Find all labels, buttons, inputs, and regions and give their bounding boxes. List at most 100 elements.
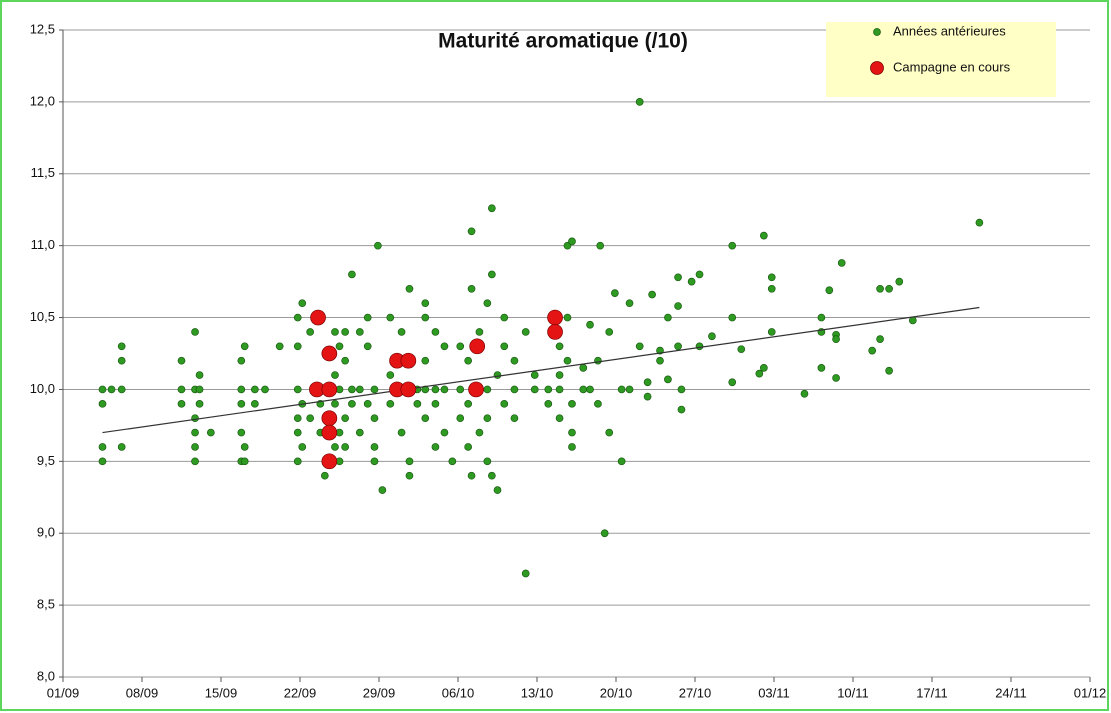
point bbox=[664, 313, 672, 322]
point bbox=[975, 218, 984, 227]
x-tick-label: 03/11 bbox=[758, 685, 790, 700]
point bbox=[431, 385, 440, 394]
legend: Années antérieures Campagne en cours bbox=[826, 22, 1056, 97]
point bbox=[440, 342, 449, 351]
point bbox=[374, 241, 382, 250]
point bbox=[728, 313, 737, 322]
point bbox=[321, 345, 338, 362]
point bbox=[579, 364, 588, 372]
point bbox=[195, 371, 204, 379]
point bbox=[817, 313, 826, 322]
point bbox=[510, 414, 519, 423]
point bbox=[386, 313, 395, 322]
point bbox=[293, 385, 302, 394]
point bbox=[759, 364, 768, 372]
point bbox=[677, 405, 686, 414]
legend-marker bbox=[870, 61, 884, 75]
point bbox=[876, 284, 884, 293]
point bbox=[400, 381, 417, 398]
point bbox=[107, 385, 116, 394]
point bbox=[759, 231, 768, 240]
point bbox=[544, 385, 553, 394]
point bbox=[530, 385, 539, 394]
point bbox=[586, 320, 594, 329]
grid bbox=[59, 29, 1091, 682]
point bbox=[728, 378, 737, 387]
point bbox=[695, 270, 704, 279]
point bbox=[370, 414, 379, 423]
point bbox=[674, 273, 682, 282]
point bbox=[331, 443, 339, 451]
point bbox=[331, 371, 339, 379]
x-tick-label: 10/11 bbox=[837, 685, 869, 700]
point bbox=[521, 569, 530, 578]
point bbox=[177, 356, 186, 365]
point bbox=[674, 342, 682, 351]
point bbox=[293, 457, 302, 466]
y-tick-label: 8,5 bbox=[37, 597, 55, 612]
point bbox=[440, 385, 449, 394]
point bbox=[635, 342, 644, 351]
point bbox=[586, 385, 594, 394]
point bbox=[648, 290, 656, 299]
x-tick-label: 13/10 bbox=[521, 685, 554, 700]
x-tick-label: 29/09 bbox=[363, 685, 396, 700]
point bbox=[643, 392, 652, 401]
point bbox=[405, 457, 414, 466]
point bbox=[475, 328, 484, 336]
x-tick-label: 20/10 bbox=[600, 685, 633, 700]
point bbox=[191, 457, 199, 466]
point bbox=[728, 241, 737, 250]
point bbox=[293, 342, 302, 351]
point bbox=[298, 443, 307, 451]
point bbox=[191, 328, 199, 336]
point bbox=[825, 286, 834, 295]
point bbox=[832, 374, 840, 382]
point bbox=[240, 342, 249, 351]
x-tick-label: 01/12 bbox=[1074, 685, 1107, 700]
point bbox=[868, 346, 877, 355]
y-tick-label: 10,5 bbox=[30, 309, 55, 324]
point bbox=[837, 259, 846, 267]
point bbox=[293, 313, 302, 322]
point bbox=[191, 443, 199, 451]
point bbox=[363, 342, 372, 351]
point bbox=[397, 328, 406, 336]
point bbox=[464, 399, 473, 408]
point bbox=[464, 356, 473, 365]
point bbox=[335, 342, 344, 351]
point bbox=[237, 399, 246, 408]
point bbox=[500, 399, 509, 408]
point bbox=[306, 328, 315, 336]
point bbox=[605, 428, 614, 437]
point bbox=[817, 364, 826, 372]
point bbox=[341, 414, 349, 423]
point bbox=[483, 385, 492, 394]
x-tick-label: 17/11 bbox=[916, 685, 948, 700]
point bbox=[355, 328, 364, 336]
point bbox=[293, 414, 302, 423]
y-tick-label: 9,0 bbox=[37, 525, 55, 540]
point bbox=[469, 338, 486, 355]
point bbox=[885, 366, 893, 375]
y-tick-label: 11,0 bbox=[31, 237, 55, 252]
point bbox=[421, 356, 430, 365]
y-tick-label: 12,0 bbox=[30, 93, 55, 108]
y-tick-label: 9,5 bbox=[37, 453, 55, 468]
point bbox=[251, 385, 259, 394]
point bbox=[635, 98, 644, 106]
point bbox=[617, 457, 626, 466]
point bbox=[355, 428, 364, 437]
point bbox=[832, 335, 840, 343]
point bbox=[594, 356, 602, 365]
point bbox=[310, 309, 326, 326]
point bbox=[321, 424, 338, 441]
point bbox=[617, 385, 626, 394]
point bbox=[767, 273, 776, 282]
x-tick-label: 22/09 bbox=[284, 685, 317, 700]
point bbox=[468, 381, 484, 398]
point bbox=[555, 385, 564, 394]
point bbox=[240, 443, 249, 451]
point bbox=[117, 356, 126, 365]
